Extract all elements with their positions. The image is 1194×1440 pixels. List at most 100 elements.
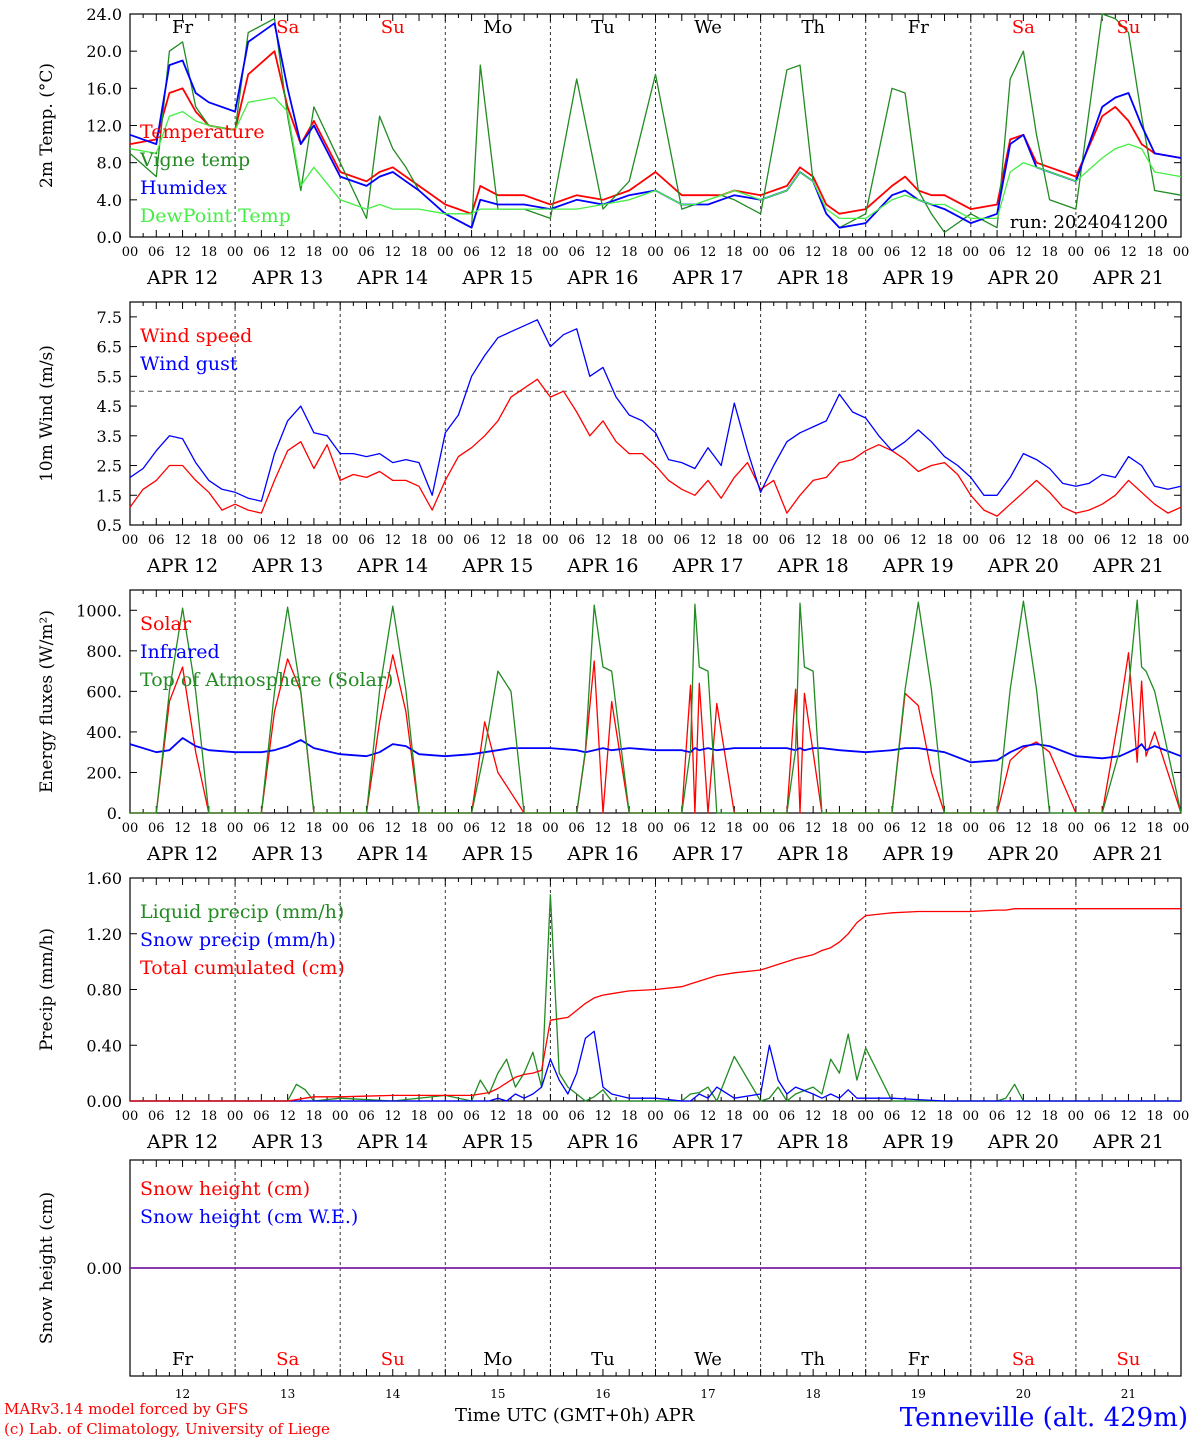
- hour-label: 12: [279, 1109, 296, 1124]
- hour-label: 06: [148, 533, 165, 548]
- hour-label: 06: [253, 1109, 270, 1124]
- date-label: APR 15: [461, 267, 533, 289]
- day-number: 18: [806, 1387, 821, 1401]
- hour-label: 06: [253, 245, 270, 260]
- hour-label: 00: [1068, 821, 1085, 836]
- date-label: APR 14: [356, 843, 428, 865]
- station-name: Tenneville (alt. 429m): [899, 1403, 1188, 1433]
- hour-label: 12: [174, 821, 191, 836]
- date-label: APR 12: [146, 555, 218, 577]
- legend-entry: Infrared: [140, 641, 220, 663]
- hour-label: 00: [332, 533, 349, 548]
- date-label: APR 18: [777, 555, 849, 577]
- hour-label: 18: [411, 821, 428, 836]
- date-label: APR 21: [1092, 843, 1164, 865]
- hour-label: 12: [384, 245, 401, 260]
- run-label: run: 2024041200: [1010, 212, 1168, 233]
- day-name: Su: [381, 1349, 405, 1370]
- hour-label: 12: [595, 821, 612, 836]
- hour-label: 06: [253, 821, 270, 836]
- hour-label: 00: [437, 1109, 454, 1124]
- series-line-2: [129, 319, 1182, 502]
- date-label: APR 18: [777, 843, 849, 865]
- legend-entry: Top of Atmosphere (Solar): [140, 669, 393, 691]
- hour-label: 06: [779, 1109, 796, 1124]
- hour-label: 06: [1094, 821, 1111, 836]
- y-tick-label: 2.5: [97, 457, 122, 476]
- hour-label: 18: [1146, 245, 1163, 260]
- hour-label: 00: [647, 821, 664, 836]
- hour-label: 18: [726, 821, 743, 836]
- day-name: Sa: [276, 1349, 299, 1370]
- legend-entry: Wind speed: [140, 325, 252, 347]
- y-tick-label: 4.5: [97, 397, 122, 416]
- hour-label: 12: [700, 1109, 717, 1124]
- hour-label: 00: [332, 1109, 349, 1124]
- hour-label: 12: [384, 533, 401, 548]
- day-number: 21: [1121, 1387, 1136, 1401]
- hour-label: 18: [1041, 821, 1058, 836]
- hour-label: 00: [122, 821, 139, 836]
- hour-label: 18: [411, 245, 428, 260]
- hour-label: 00: [857, 821, 874, 836]
- hour-label: 06: [463, 821, 480, 836]
- hour-label: 06: [568, 1109, 585, 1124]
- hour-label: 00: [1068, 1109, 1085, 1124]
- panel-5: [129, 1159, 1182, 1377]
- y-tick-label: 20.0: [86, 42, 122, 61]
- date-label: APR 12: [146, 843, 218, 865]
- legend-entry: Wind gust: [140, 353, 238, 375]
- hour-label: 18: [831, 533, 848, 548]
- series-line-2: [129, 13, 1182, 234]
- hour-label: 18: [621, 1109, 638, 1124]
- y-tick-label: 800.: [86, 642, 122, 661]
- hour-label: 12: [1015, 821, 1032, 836]
- y-tick-label: 0.0: [97, 228, 122, 247]
- y-axis-title: 10m Wind (m/s): [37, 345, 57, 482]
- day-number: 20: [1016, 1387, 1031, 1401]
- hour-label: 06: [1094, 533, 1111, 548]
- date-label: APR 20: [987, 555, 1059, 577]
- date-label: APR 19: [882, 555, 954, 577]
- series-line-2: [130, 1030, 1181, 1102]
- day-number: 19: [911, 1387, 926, 1401]
- legend-entry: Liquid precip (mm/h): [140, 901, 344, 923]
- y-tick-label: 3.5: [97, 427, 122, 446]
- hour-label: 00: [542, 1109, 559, 1124]
- hour-label: 06: [568, 821, 585, 836]
- hour-label: 12: [595, 1109, 612, 1124]
- date-label: APR 17: [672, 267, 744, 289]
- date-label: APR 21: [1092, 1131, 1164, 1153]
- hour-label: 18: [936, 245, 953, 260]
- hour-label: 12: [1120, 245, 1137, 260]
- hour-label: 06: [358, 533, 375, 548]
- y-tick-label: 12.0: [86, 117, 122, 136]
- legend-entry: Temperature: [140, 121, 264, 143]
- hour-label: 12: [595, 533, 612, 548]
- hour-label: 18: [936, 1109, 953, 1124]
- hour-label: 06: [1094, 245, 1111, 260]
- hour-label: 00: [332, 821, 349, 836]
- hour-label: 18: [726, 245, 743, 260]
- panel-4: [129, 877, 1182, 1102]
- hour-label: 00: [647, 245, 664, 260]
- hour-label: 06: [358, 245, 375, 260]
- hour-label: 00: [1173, 245, 1190, 260]
- day-name: Fr: [908, 17, 929, 38]
- hour-label: 00: [647, 1109, 664, 1124]
- hour-label: 18: [936, 821, 953, 836]
- plot-frame: [129, 589, 1182, 814]
- y-axis-title: Energy fluxes (W/m²): [37, 610, 57, 793]
- date-label: APR 21: [1092, 555, 1164, 577]
- y-tick-label: 0.00: [86, 1092, 122, 1111]
- date-label: APR 13: [251, 555, 323, 577]
- time-axis-label: Time UTC (GMT+0h): [455, 1405, 650, 1426]
- hour-label: 06: [463, 1109, 480, 1124]
- plot-frame: [129, 13, 1182, 238]
- hour-label: 06: [463, 245, 480, 260]
- legend-entry: Solar: [140, 613, 192, 635]
- hour-label: 00: [332, 245, 349, 260]
- day-number: 15: [490, 1387, 505, 1401]
- hour-label: 00: [857, 533, 874, 548]
- hour-label: 06: [253, 533, 270, 548]
